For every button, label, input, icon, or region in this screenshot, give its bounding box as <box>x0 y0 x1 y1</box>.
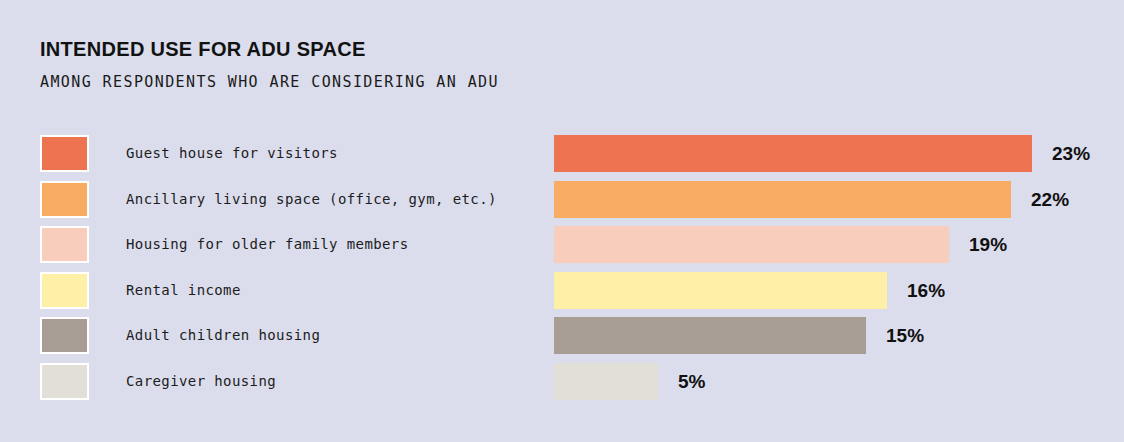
chart-canvas: INTENDED USE FOR ADU SPACE AMONG RESPOND… <box>0 0 1124 442</box>
bar <box>554 226 949 263</box>
chart-title: INTENDED USE FOR ADU SPACE <box>40 38 499 61</box>
bar <box>554 363 658 400</box>
chart-subtitle: AMONG RESPONDENTS WHO ARE CONSIDERING AN… <box>40 73 499 91</box>
value-label: 19% <box>969 226 1007 263</box>
chart-row: Rental income 16% <box>0 272 1124 309</box>
bar <box>554 135 1032 172</box>
category-label: Guest house for visitors <box>126 135 338 172</box>
chart-row: Adult children housing 15% <box>0 317 1124 354</box>
chart-header: INTENDED USE FOR ADU SPACE AMONG RESPOND… <box>40 38 499 91</box>
chart-row: Housing for older family members 19% <box>0 226 1124 263</box>
value-label: 15% <box>886 317 924 354</box>
category-label: Housing for older family members <box>126 226 409 263</box>
bar <box>554 317 866 354</box>
legend-swatch <box>40 272 89 309</box>
category-label: Ancillary living space (office, gym, etc… <box>126 181 497 218</box>
chart-row: Guest house for visitors 23% <box>0 135 1124 172</box>
legend-swatch <box>40 135 89 172</box>
bar <box>554 272 887 309</box>
category-label: Adult children housing <box>126 317 320 354</box>
value-label: 23% <box>1052 135 1090 172</box>
category-label: Caregiver housing <box>126 363 276 400</box>
legend-swatch <box>40 181 89 218</box>
category-label: Rental income <box>126 272 241 309</box>
value-label: 5% <box>678 363 705 400</box>
value-label: 16% <box>907 272 945 309</box>
chart-row: Caregiver housing 5% <box>0 363 1124 400</box>
chart-row: Ancillary living space (office, gym, etc… <box>0 181 1124 218</box>
legend-swatch <box>40 317 89 354</box>
value-label: 22% <box>1031 181 1069 218</box>
bar <box>554 181 1011 218</box>
legend-swatch <box>40 363 89 400</box>
legend-swatch <box>40 226 89 263</box>
